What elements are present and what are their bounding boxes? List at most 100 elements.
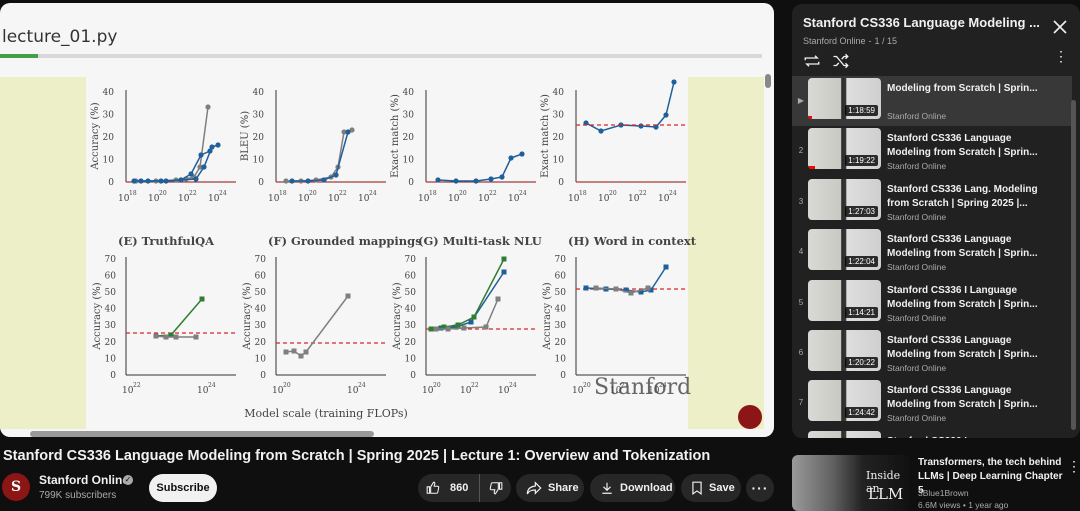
series-point <box>305 178 311 184</box>
series-point <box>321 177 327 183</box>
y-tick-label: 10 <box>555 354 567 364</box>
playlist-item[interactable]: 8Stanford CS336 Language Modeling from S… <box>792 429 1072 438</box>
recommended-thumbnail[interactable]: Inside an LLM <box>792 455 910 511</box>
x-tick-label: 10 <box>628 194 640 204</box>
watch-progress-bar <box>808 116 812 119</box>
recommended-title[interactable]: Transformers, the tech behind LLMs | Dee… <box>918 457 1063 496</box>
more-vertical-icon[interactable]: ⋮ <box>1054 48 1068 64</box>
series-point <box>645 285 651 291</box>
playlist-item[interactable]: 6 1:20:22 Stanford CS336 Language Modeling… <box>792 328 1072 378</box>
series-point <box>193 334 199 340</box>
like-button[interactable]: 860 <box>418 474 480 502</box>
download-button[interactable]: Download <box>590 474 675 502</box>
series-line <box>595 287 649 294</box>
series-line <box>430 258 505 330</box>
playlist-item[interactable]: 3 1:27:03 Stanford CS336 Lang. Modeling fr… <box>792 177 1072 227</box>
series-point <box>501 269 507 275</box>
playlist-channel[interactable]: Stanford Online <box>803 36 866 46</box>
close-icon[interactable] <box>1053 20 1067 34</box>
playlist-item-channel: Stanford Online <box>887 413 947 424</box>
x-tick-exponent: 22 <box>621 382 629 389</box>
playlist-item-title[interactable]: Stanford CS336 Lang. Modeling from Scrat… <box>887 183 1038 209</box>
recommended-video[interactable]: Inside an LLM Transformers, the tech beh… <box>792 455 1080 511</box>
x-tick-label: 10 <box>572 386 584 396</box>
x-tick-label: 10 <box>658 194 670 204</box>
more-actions-button[interactable]: ··· <box>746 474 774 502</box>
y-tick-label: 20 <box>105 338 117 348</box>
x-tick-exponent: 18 <box>429 190 437 197</box>
x-tick-exponent: 24 <box>358 382 366 389</box>
editor-file-tab: lecture_01.py <box>2 27 118 47</box>
x-tick-label: 10 <box>122 386 134 396</box>
playlist-item-thumbnail[interactable]: 1:20:22 <box>808 330 881 371</box>
series-point <box>197 164 203 170</box>
playlist-item[interactable]: 7 1:24:42 Stanford CS336 Language Modeling… <box>792 378 1072 428</box>
playlist-item-thumbnail[interactable]: 1:14:21 <box>808 279 881 321</box>
y-tick-label: 10 <box>553 156 565 166</box>
y-tick-label: 20 <box>253 133 265 143</box>
y-tick-label: 0 <box>410 371 416 381</box>
y-axis-label: Accuracy (%) <box>392 282 403 350</box>
x-tick-label: 10 <box>460 386 472 396</box>
save-button[interactable]: Save <box>681 474 741 502</box>
loop-icon[interactable] <box>803 53 821 69</box>
y-tick-label: 0 <box>408 178 414 188</box>
video-player[interactable]: lecture_01.py 0 10 20 30 40 10 18 10 20 10 22 10 24 A… <box>0 3 774 437</box>
playlist-item-title[interactable]: Stanford CS336 Language Modeling from Sc… <box>887 133 1038 159</box>
playlist-item-thumbnail[interactable]: 1:24:42 <box>808 380 881 422</box>
x-axis-label: Model scale (training FLOPs) <box>244 407 408 420</box>
playlist-item[interactable]: ▶ 1:18:59 Modeling from Scratch | Sprin...… <box>792 76 1072 126</box>
y-tick-label: 50 <box>255 288 267 298</box>
y-tick-label: 70 <box>105 255 117 265</box>
shuffle-icon[interactable] <box>832 53 850 69</box>
playlist-item-thumbnail[interactable]: 1:22:04 <box>808 229 881 271</box>
dislike-button[interactable] <box>480 481 511 495</box>
playlist-item-thumbnail[interactable]: 1:18:59 <box>808 78 881 119</box>
playlist-item-channel: Stanford Online <box>887 363 947 373</box>
playlist-item[interactable]: 5 1:14:21 Stanford CS336 I Language Modeli… <box>792 278 1072 328</box>
share-button[interactable]: Share <box>516 474 584 502</box>
playlist-position: 1 / 15 <box>874 36 898 46</box>
playlist-item-duration: 1:14:21 <box>845 306 878 318</box>
playlist-title[interactable]: Stanford CS336 Language Modeling ... <box>803 15 1040 30</box>
playlist-item[interactable]: 2 1:19:22 Stanford CS336 Language Modeling… <box>792 126 1072 176</box>
series-point <box>483 324 489 330</box>
playlist-item-thumbnail[interactable] <box>808 430 881 438</box>
subscribe-button[interactable]: Subscribe <box>149 474 217 502</box>
recommended-meta: 6.6M views • 1 year ago <box>918 500 1009 510</box>
channel-name[interactable]: Stanford Online <box>39 473 129 487</box>
series-point <box>131 178 137 184</box>
stanford-watermark: Stanford <box>594 375 691 400</box>
x-tick-label: 10 <box>328 194 340 204</box>
x-tick-exponent: 20 <box>459 190 467 197</box>
playlist-item-duration: 1:18:59 <box>845 105 878 116</box>
playlist-item-title[interactable]: Stanford CS336 Language Modeling from Sc… <box>887 335 1038 360</box>
series-point <box>653 124 659 130</box>
playlist-item-title[interactable]: Modeling from Scratch | Sprin... <box>887 83 1038 94</box>
bookmark-icon <box>692 481 702 495</box>
channel-avatar[interactable]: S <box>2 473 30 501</box>
x-tick-label: 10 <box>448 194 460 204</box>
series-line <box>285 295 349 357</box>
x-tick-exponent: 22 <box>489 190 497 197</box>
playlist-item-title[interactable]: Stanford CS336 Language Modeling from Sc… <box>887 435 1057 438</box>
y-tick-label: 0 <box>258 178 264 188</box>
playlist-scrollbar[interactable] <box>1071 100 1076 430</box>
playlist-item-title[interactable]: Stanford CS336 Language Modeling from Sc… <box>887 234 1038 260</box>
series-point <box>638 123 644 129</box>
playlist-item-thumbnail[interactable]: 1:19:22 <box>808 128 881 170</box>
editor-horizontal-scrollbar[interactable] <box>30 431 374 437</box>
x-tick-exponent: 20 <box>433 382 441 389</box>
playlist-item[interactable]: 4 1:22:04 Stanford CS336 Language Modeling… <box>792 227 1072 277</box>
playlist-item-thumbnail[interactable]: 1:27:03 <box>808 178 881 220</box>
recommended-channel[interactable]: 3Blue1Brown <box>918 488 969 498</box>
video-title: Stanford CS336 Language Modeling from Sc… <box>3 448 711 464</box>
playlist-item-title[interactable]: Stanford CS336 Language Modeling from Sc… <box>887 385 1038 411</box>
series-point <box>628 290 634 296</box>
series-point <box>163 178 169 184</box>
more-vertical-icon[interactable]: ⋮ <box>1067 458 1080 474</box>
playlist-item-title[interactable]: Stanford CS336 I Language Modeling from … <box>887 284 1038 310</box>
y-tick-label: 70 <box>555 255 567 265</box>
editor-vertical-scrollbar[interactable] <box>764 71 772 431</box>
x-tick-label: 10 <box>118 194 130 204</box>
